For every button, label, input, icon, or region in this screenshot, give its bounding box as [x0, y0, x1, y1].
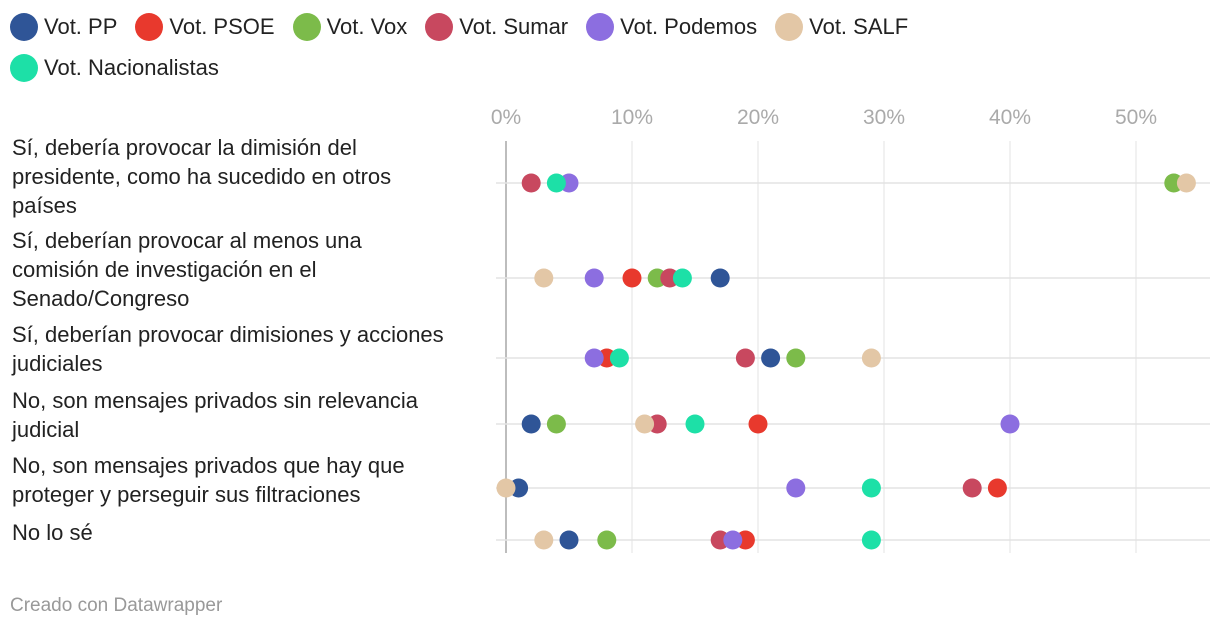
- data-point: [521, 414, 541, 434]
- data-point: [622, 268, 642, 288]
- data-point: [761, 348, 781, 368]
- x-tick-label: 40%: [989, 106, 1031, 129]
- legend-label: Vot. PSOE: [169, 14, 275, 39]
- data-point: [786, 348, 806, 368]
- legend-swatch: [10, 54, 38, 82]
- data-point: [534, 530, 554, 550]
- x-tick-label: 0%: [491, 106, 521, 129]
- legend-swatch: [292, 13, 321, 41]
- data-point: [861, 478, 881, 498]
- data-point: [521, 173, 541, 193]
- data-point: [635, 414, 655, 434]
- legend-item: Vot. SALF: [775, 10, 908, 44]
- data-point: [559, 530, 579, 550]
- data-point: [546, 414, 566, 434]
- data-point: [861, 530, 881, 550]
- dot-plot-chart: 0% 10% 20% 30% 40% 50% Sí, debería provocar la…: [11, 106, 1210, 553]
- data-point: [496, 478, 516, 498]
- legend-swatch: [10, 13, 38, 41]
- legend-item: Vot. Podemos: [586, 10, 757, 44]
- legend-swatch: [775, 13, 804, 41]
- x-tick-label: 20%: [737, 106, 779, 129]
- data-point: [962, 478, 982, 498]
- legend-item: Vot. Sumar: [425, 10, 568, 44]
- data-point: [1176, 173, 1196, 193]
- row-label: Sí, deberían provocar dimisiones y accio…: [11, 322, 444, 376]
- data-point: [584, 348, 604, 368]
- x-tick-label: 50%: [1115, 106, 1157, 129]
- legend-swatch: [586, 13, 615, 41]
- legend-label: Vot. Podemos: [620, 14, 758, 39]
- data-point: [546, 173, 566, 193]
- data-point: [685, 414, 705, 434]
- legend-label: Vot. Sumar: [459, 14, 569, 39]
- legend-label: Vot. SALF: [809, 14, 909, 39]
- data-point: [786, 478, 806, 498]
- data-point: [1000, 414, 1020, 434]
- legend-label: Vot. Nacionalistas: [44, 55, 219, 80]
- data-point: [672, 268, 692, 288]
- data-point: [987, 478, 1007, 498]
- legend-item: Vot. PP: [10, 10, 117, 44]
- data-point: [861, 348, 881, 368]
- row-label: Sí, debería provocar la dimisión del pres…: [12, 135, 391, 218]
- legend-label: Vot. PP: [44, 14, 118, 39]
- legend: Vot. PP Vot. PSOE Vot. Vox Vot. Sumar Vot. P…: [10, 10, 1090, 92]
- x-tick-label: 10%: [611, 106, 653, 129]
- footer-credit: Creado con Datawrapper: [10, 595, 223, 616]
- data-point: [735, 348, 755, 368]
- data-point: [597, 530, 617, 550]
- data-point: [748, 414, 768, 434]
- row-label: Sí, deberían provocar al menos una comisi…: [12, 228, 363, 311]
- legend-swatch: [135, 13, 164, 41]
- row-label: No, son mensajes privados que hay que pro…: [12, 453, 405, 507]
- row-label: No lo sé: [12, 520, 93, 545]
- data-point: [584, 268, 604, 288]
- data-point: [710, 268, 730, 288]
- legend-item: Vot. Vox: [292, 10, 408, 44]
- legend-item: Vot. Nacionalistas: [10, 51, 219, 85]
- data-point: [723, 530, 743, 550]
- x-tick-label: 30%: [863, 106, 905, 129]
- legend-item: Vot. PSOE: [135, 10, 275, 44]
- data-point: [609, 348, 629, 368]
- data-point: [534, 268, 554, 288]
- legend-label: Vot. Vox: [326, 14, 408, 39]
- row-label: No, son mensajes privados sin relevancia…: [11, 388, 419, 442]
- legend-swatch: [425, 13, 454, 41]
